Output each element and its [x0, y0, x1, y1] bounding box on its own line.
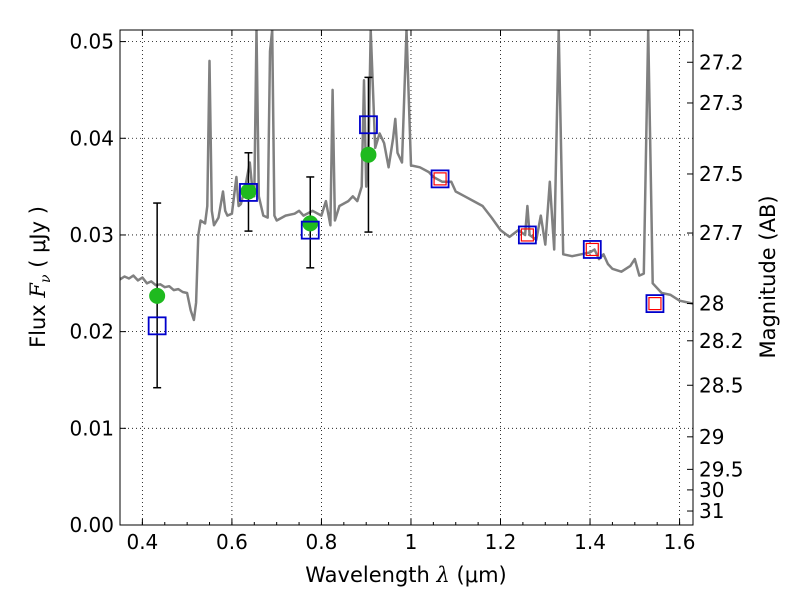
mag-tick-label: 28.5	[699, 373, 744, 397]
y-tick-label: 0.04	[69, 126, 114, 150]
model-flux-marker-blue	[239, 183, 258, 202]
axes: 0.4 0.6 0.8 1 1.2 1.4 1.6 0.00 0.01 0.02 0.03 0.04 0…	[69, 30, 743, 554]
model-spectrum-line	[120, 30, 693, 322]
y-tick-label: 0.01	[69, 416, 114, 440]
y-axis-label-symbol-sub: ν	[38, 274, 54, 283]
grid	[120, 30, 693, 526]
model-flux-marker-blue	[359, 115, 378, 135]
x-axis-label-text: Wavelength	[305, 563, 430, 587]
mag-tick-label: 27.2	[699, 50, 744, 74]
mag-tick-label: 30	[699, 478, 724, 502]
predicted-flux-marker-red	[585, 242, 599, 257]
model-flux-marker-blue	[147, 316, 167, 336]
predicted-flux-marker-red	[648, 297, 662, 311]
observed-flux-point	[149, 287, 166, 304]
x-axis-label: Wavelength λ (μm)	[305, 563, 506, 587]
mag-tick-label: 27.5	[699, 162, 744, 186]
model-flux-marker-blue	[300, 220, 320, 240]
x-tick-label: 1	[405, 530, 418, 554]
x-tick-label: 0.4	[126, 530, 158, 554]
y-axis-label-text: Flux	[26, 304, 50, 348]
model-flux-marker-blue	[517, 225, 537, 245]
mag-tick-label: 28	[699, 292, 724, 316]
y-tick-label: 0.05	[69, 30, 114, 54]
observed-flux-point	[360, 146, 377, 163]
predicted-flux-marker-red	[520, 228, 534, 242]
plot-frame	[119, 29, 694, 526]
x-tick-label: 0.6	[216, 530, 248, 554]
data-layer	[120, 30, 693, 389]
mag-tick-label: 29	[699, 425, 724, 449]
y-axis-label-unit: ( μJy )	[26, 206, 50, 268]
mag-tick-label: 27.3	[699, 91, 744, 115]
model-flux-marker-blue	[430, 169, 450, 189]
predicted-flux-marker-red	[433, 172, 447, 186]
y-tick-label: 0.03	[69, 223, 114, 247]
observed-flux-point	[240, 183, 257, 200]
x-tick-label: 1.2	[485, 530, 517, 554]
x-tick-label: 1.6	[664, 530, 696, 554]
model-flux-marker-blue	[645, 294, 665, 314]
observed-flux-point	[302, 215, 319, 232]
mag-tick-label: 31	[699, 499, 724, 523]
mag-tick-label: 27.7	[699, 221, 744, 245]
y-tick-label: 0.00	[69, 513, 114, 537]
x-axis-label-unit: (μm)	[457, 563, 507, 587]
mag-tick-label: 29.5	[699, 457, 744, 481]
model-flux-marker-blue	[582, 240, 602, 259]
mag-tick-label: 28.2	[699, 329, 744, 353]
y-axis-label-symbol: F	[26, 282, 50, 299]
y2-axis-label: Magnitude (AB)	[756, 195, 780, 358]
y-tick-label: 0.02	[69, 320, 114, 344]
y-axis-label: Flux Fν ( μJy )	[26, 206, 54, 348]
x-tick-label: 1.4	[574, 530, 606, 554]
x-axis-label-symbol: λ	[436, 563, 450, 587]
x-tick-label: 0.8	[306, 530, 338, 554]
